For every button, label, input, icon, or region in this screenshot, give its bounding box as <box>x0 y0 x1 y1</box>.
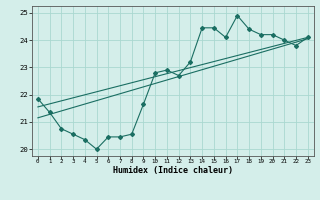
X-axis label: Humidex (Indice chaleur): Humidex (Indice chaleur) <box>113 166 233 175</box>
